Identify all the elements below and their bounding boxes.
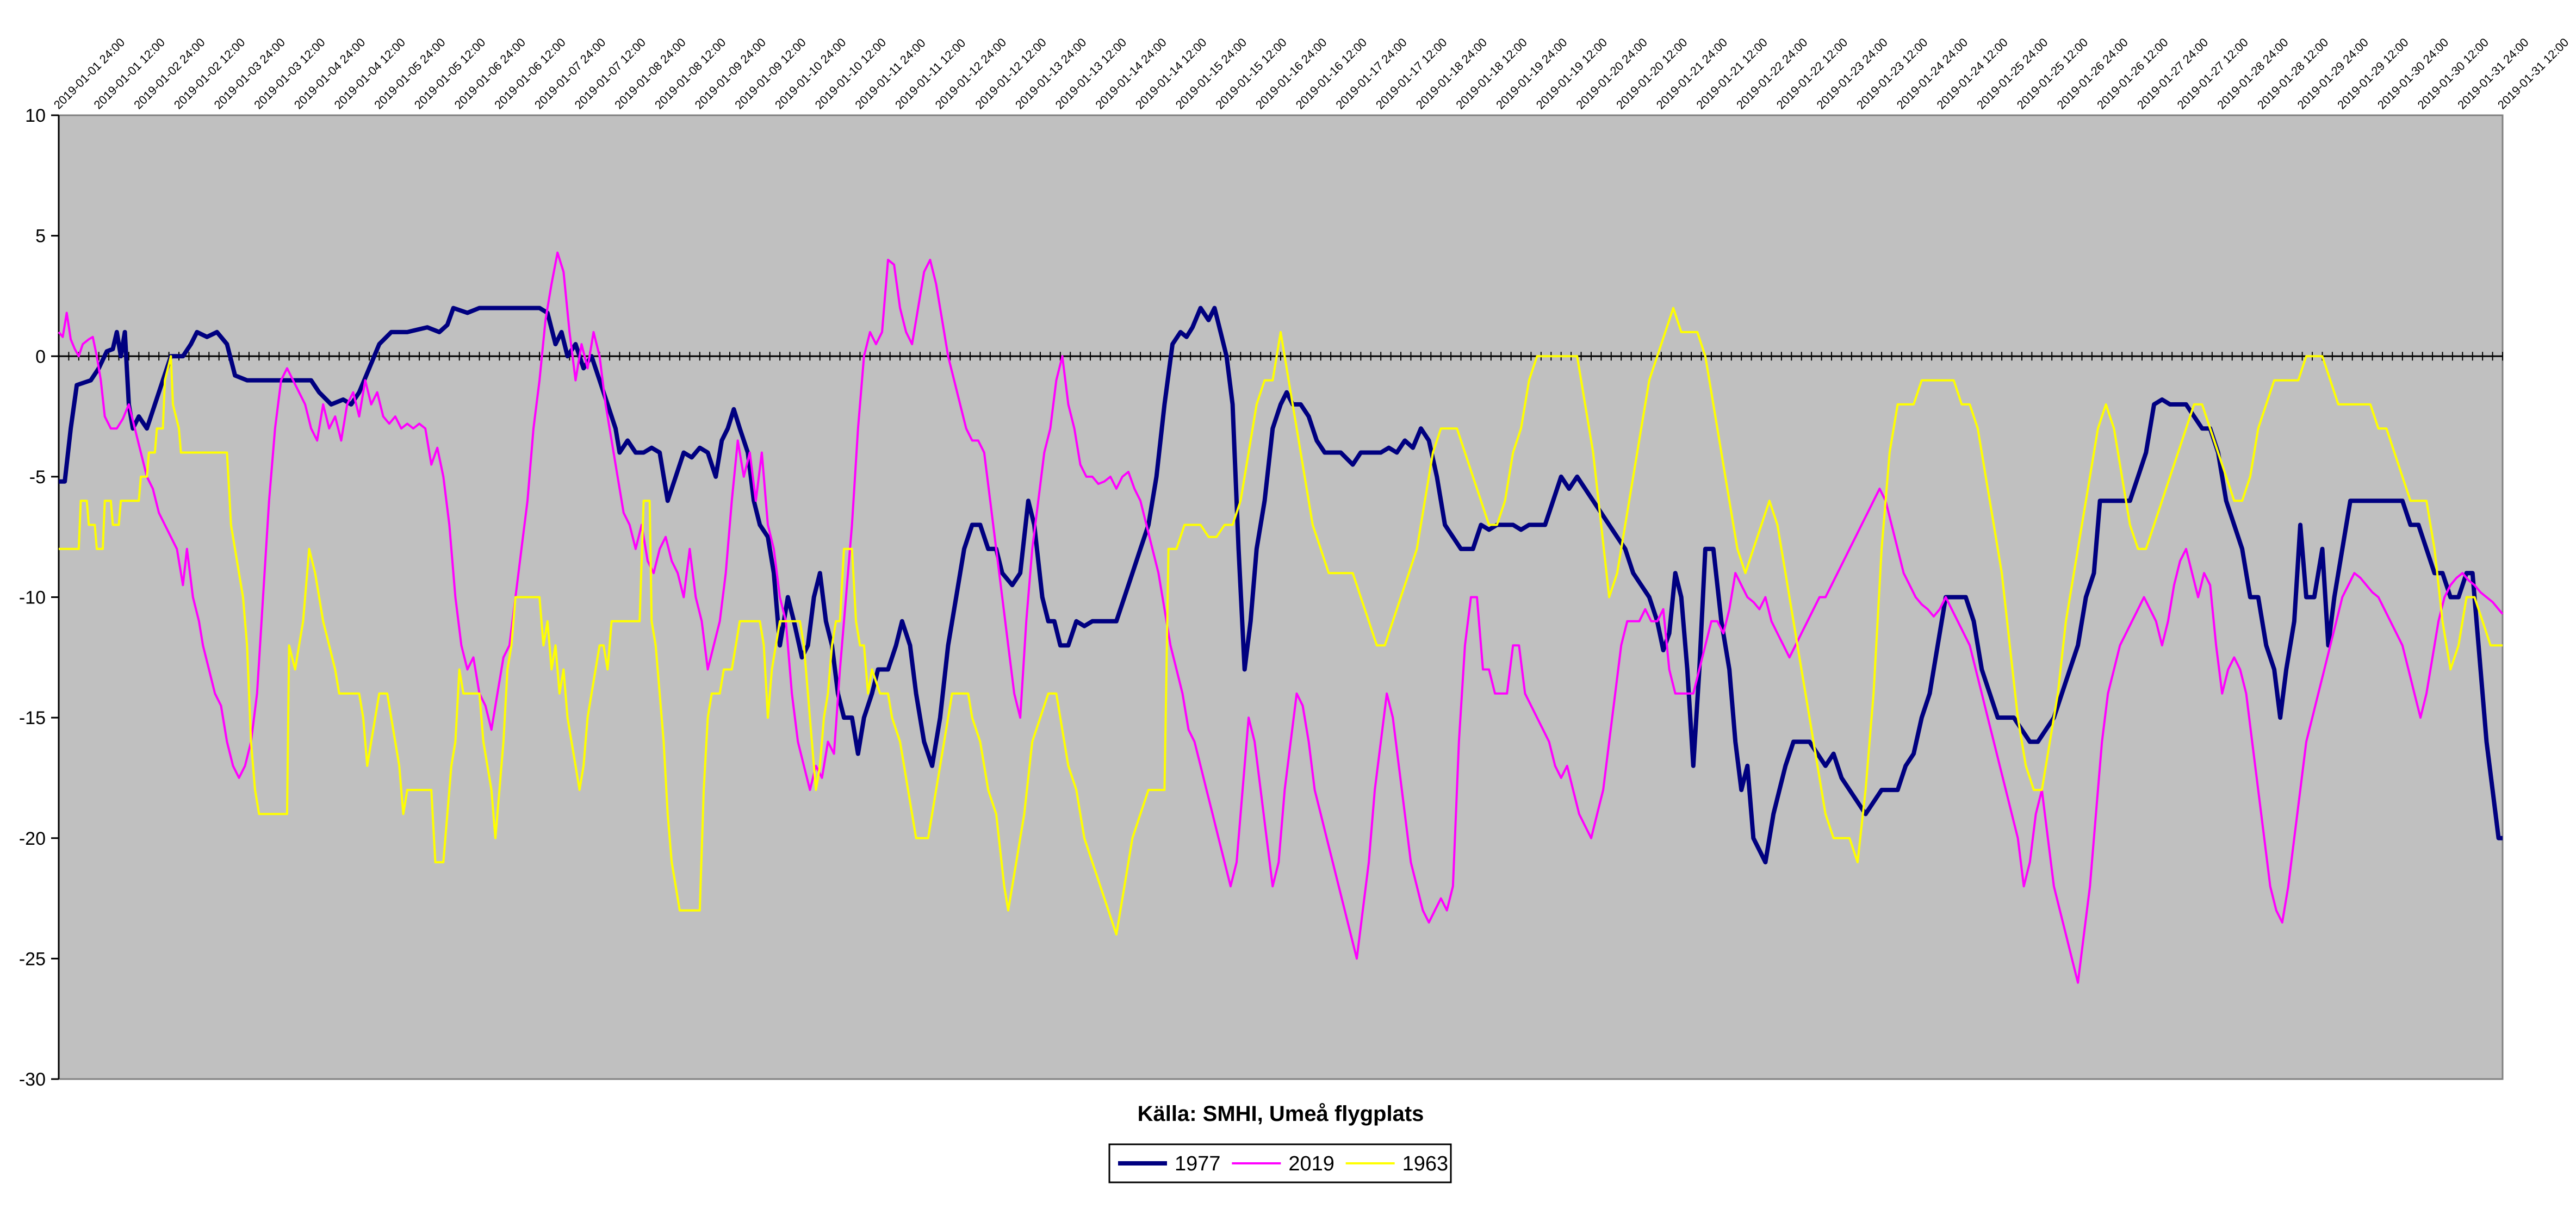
x-tick-label: 2019-01-29 24:00 — [2294, 35, 2371, 112]
x-tick-label: 2019-01-25 12:00 — [2014, 35, 2091, 112]
x-tick-label: 2019-01-07 24:00 — [532, 35, 609, 112]
x-tick-label: 2019-01-08 24:00 — [612, 35, 688, 112]
x-tick-label: 2019-01-01 24:00 — [51, 35, 128, 112]
x-tick-label: 2019-01-13 24:00 — [1013, 35, 1089, 112]
legend-label-1963: 1963 — [1402, 1152, 1449, 1175]
x-tick-label: 2019-01-03 12:00 — [251, 35, 328, 112]
x-tick-label: 2019-01-20 24:00 — [1573, 35, 1650, 112]
x-tick-label: 2019-01-03 24:00 — [212, 35, 288, 112]
x-tick-label: 2019-01-14 24:00 — [1093, 35, 1169, 112]
x-tick-label: 2019-01-07 12:00 — [572, 35, 649, 112]
plot-area — [58, 114, 2504, 1080]
x-tick-label: 2019-01-10 12:00 — [812, 35, 889, 112]
x-tick-label: 2019-01-16 12:00 — [1293, 35, 1370, 112]
x-tick-label: 2019-01-08 12:00 — [652, 35, 729, 112]
x-tick-label: 2019-01-12 24:00 — [933, 35, 1009, 112]
series-line-2019 — [58, 251, 2504, 984]
y-tick-label: -20 — [19, 828, 46, 849]
x-tick-label: 2019-01-27 12:00 — [2174, 35, 2251, 112]
x-tick-label: 2019-01-11 24:00 — [852, 36, 928, 111]
x-tick-label: 2019-01-27 24:00 — [2134, 35, 2211, 112]
x-tick-label: 2019-01-12 12:00 — [972, 35, 1049, 112]
legend: 1977 2019 1963 — [1108, 1143, 1452, 1183]
y-tick-label: 5 — [35, 226, 46, 247]
series-group — [58, 251, 2504, 984]
x-tick-label: 2019-01-22 24:00 — [1734, 35, 1810, 112]
x-tick-label: 2019-01-26 12:00 — [2094, 35, 2171, 112]
x-tick-label: 2019-01-04 24:00 — [291, 35, 368, 112]
x-tick-label: 2019-01-11 12:00 — [892, 36, 968, 111]
x-tick-label: 2019-01-02 24:00 — [131, 35, 208, 112]
x-tick-label: 2019-01-02 12:00 — [171, 35, 248, 112]
x-tick-label: 2019-01-30 24:00 — [2375, 35, 2451, 112]
x-tick-label: 2019-01-09 12:00 — [732, 35, 809, 112]
x-tick-label: 2019-01-09 24:00 — [692, 35, 769, 112]
x-tick-label: 2019-01-31 24:00 — [2455, 35, 2531, 112]
x-tick-label: 2019-01-21 24:00 — [1654, 35, 1730, 112]
x-tick-label: 2019-01-15 24:00 — [1173, 35, 1250, 112]
legend-label-1977: 1977 — [1175, 1152, 1221, 1175]
x-tick-label: 2019-01-05 12:00 — [412, 35, 488, 112]
x-tick-label: 2019-01-26 24:00 — [2054, 35, 2131, 112]
x-tick-label: 2019-01-13 12:00 — [1053, 35, 1129, 112]
x-tick-label: 2019-01-19 12:00 — [1534, 35, 1610, 112]
x-tick-label: 2019-01-01 12:00 — [91, 35, 168, 112]
x-tick-label: 2019-01-17 12:00 — [1373, 35, 1450, 112]
x-tick-label: 2019-01-15 12:00 — [1213, 35, 1289, 112]
x-tick-label: 2019-01-16 24:00 — [1253, 35, 1330, 112]
x-tick-label: 2019-01-28 24:00 — [2214, 35, 2291, 112]
series-line-1963 — [59, 307, 2503, 936]
x-tick-label: 2019-01-29 12:00 — [2335, 35, 2411, 112]
x-tick-label: 2019-01-18 24:00 — [1413, 35, 1490, 112]
x-tick-label: 2019-01-23 12:00 — [1854, 35, 1931, 112]
x-tick-label: 2019-01-18 12:00 — [1453, 35, 1530, 112]
x-tick-label: 2019-01-30 12:00 — [2415, 35, 2492, 112]
x-tick-label: 2019-01-31 12:00 — [2495, 35, 2572, 112]
y-tick-label: -25 — [19, 949, 46, 969]
x-tick-label: 2019-01-22 12:00 — [1774, 35, 1851, 112]
x-tick-label: 2019-01-05 24:00 — [371, 35, 448, 112]
x-tick-label: 2019-01-25 24:00 — [1974, 35, 2051, 112]
x-tick-label: 2019-01-04 12:00 — [332, 35, 408, 112]
x-tick-label: 2019-01-24 24:00 — [1894, 35, 1971, 112]
x-tick-label: 2019-01-06 12:00 — [492, 35, 568, 112]
x-tick-label: 2019-01-24 12:00 — [1934, 35, 2010, 112]
x-tick-label: 2019-01-23 24:00 — [1814, 35, 1890, 112]
x-tick-label: 2019-01-10 24:00 — [772, 35, 849, 112]
x-tick-label: 2019-01-17 24:00 — [1333, 35, 1410, 112]
x-tick-label: 2019-01-14 12:00 — [1133, 35, 1209, 112]
y-axis: 10 5 0 -5 -10 -15 -20 -25 -30 — [19, 105, 60, 1090]
x-tick-label: 2019-01-20 12:00 — [1613, 35, 1690, 112]
legend-label-2019: 2019 — [1288, 1152, 1334, 1175]
chart-caption: Källa: SMHI, Umeå flygplats — [1138, 1102, 1424, 1126]
x-tick-label: 2019-01-19 24:00 — [1493, 35, 1570, 112]
y-tick-label: -10 — [19, 588, 46, 608]
x-tick-label: 2019-01-06 24:00 — [452, 35, 529, 112]
y-tick-label: -15 — [19, 708, 46, 728]
series-line-1977 — [59, 306, 2503, 865]
x-tick-label: 2019-01-28 12:00 — [2255, 35, 2331, 112]
y-tick-label: 10 — [25, 105, 46, 126]
y-tick-label: -30 — [19, 1069, 46, 1090]
x-tick-label: 2019-01-21 12:00 — [1693, 35, 1770, 112]
y-tick-label: 0 — [35, 346, 46, 367]
y-tick-label: -5 — [29, 467, 46, 488]
